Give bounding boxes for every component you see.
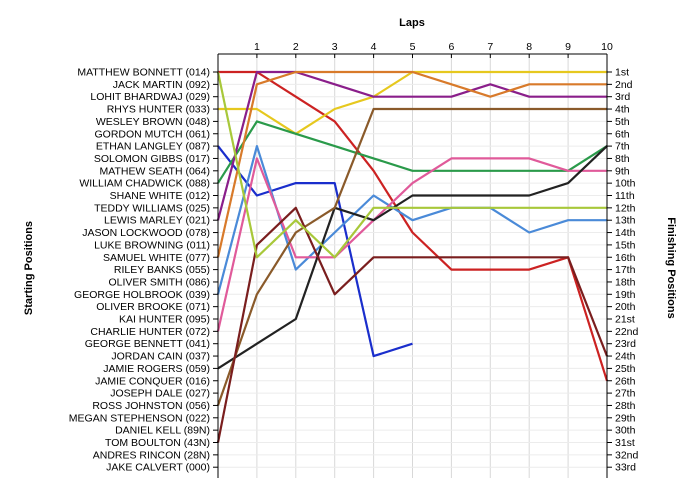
finishing-position-label: 30th	[615, 425, 636, 437]
starting-position-label: JOSEPH DALE (027)	[110, 388, 210, 400]
starting-position-label: GEORGE HOLBROOK (039)	[74, 289, 210, 301]
starting-position-label: GORDON MUTCH (061)	[94, 128, 210, 140]
finishing-position-label: 22nd	[615, 326, 639, 338]
starting-position-label: SAMUEL WHITE (077)	[103, 252, 210, 264]
lap-tick-label-9: 9	[565, 41, 571, 53]
starting-position-label: SHANE WHITE (012)	[110, 190, 210, 202]
axes: 1 2 3 4 5 6 7 8 9 10 MATTHEW BONNETT (014)JACK MAR…	[69, 41, 639, 478]
right-axis-title: Finishing Positions	[665, 217, 677, 318]
finishing-position-label: 16th	[615, 252, 636, 264]
finishing-position-label: 1st	[615, 67, 629, 79]
finishing-position-label: 25th	[615, 363, 636, 375]
lap-tick-label-8: 8	[526, 41, 532, 53]
starting-position-label: JORDAN CAIN (037)	[111, 351, 210, 363]
finishing-position-label: 4th	[615, 104, 630, 116]
starting-position-label: TEDDY WILLIAMS (025)	[94, 202, 210, 214]
starting-position-label: JACK MARTIN (092)	[113, 79, 210, 91]
series-line-4	[217, 120, 608, 184]
finishing-position-label: 15th	[615, 239, 636, 251]
series-line-8	[216, 157, 607, 332]
starting-position-label: ROSS JOHNSTON (056)	[92, 400, 210, 412]
series-line-10	[216, 107, 607, 406]
finishing-position-label: 9th	[615, 165, 630, 177]
starting-position-label: LOHIT BHARDWAJ (029)	[90, 91, 210, 103]
lap-tick-label-2: 2	[293, 41, 299, 53]
lap-tick-label-5: 5	[410, 41, 416, 53]
finishing-position-label: 24th	[615, 351, 636, 363]
finishing-position-label: 6th	[615, 128, 630, 140]
finishing-position-label: 8th	[615, 153, 630, 165]
lap-tick-label-7: 7	[487, 41, 493, 53]
finishing-position-label: 7th	[615, 141, 630, 153]
lap-tick-label-4: 4	[371, 41, 377, 53]
finishing-position-label: 11th	[615, 190, 635, 202]
finishing-position-label: 28th	[615, 400, 636, 412]
starting-position-label: MATTHEW BONNETT (014)	[77, 67, 210, 79]
finishing-position-label: 3rd	[615, 91, 630, 103]
lap-tick-label-1: 1	[254, 41, 260, 53]
finishing-position-label: 5th	[615, 116, 630, 128]
starting-position-label: CHARLIE HUNTER (072)	[90, 326, 210, 338]
lap-tick-label-3: 3	[332, 41, 338, 53]
starting-position-label: WILLIAM CHADWICK (088)	[79, 178, 210, 190]
finishing-position-label: 12th	[615, 202, 636, 214]
starting-position-label: MATHEW SEATH (064)	[100, 165, 210, 177]
finishing-position-label: 2nd	[615, 79, 633, 91]
lap-tick-label-6: 6	[448, 41, 454, 53]
series-line-11	[216, 206, 609, 443]
starting-position-label: LEWIS MARLEY (021)	[104, 215, 210, 227]
starting-position-label: DANIEL KELL (89N)	[115, 425, 210, 437]
series-line-9	[217, 145, 608, 370]
finishing-position-label: 23rd	[615, 338, 636, 350]
starting-position-label: JAMIE ROGERS (059)	[103, 363, 210, 375]
left-axis-title: Starting Positions	[23, 221, 35, 315]
finishing-position-label: 13th	[615, 215, 636, 227]
starting-position-label: WESLEY BROWN (048)	[96, 116, 210, 128]
finishing-position-label: 14th	[615, 227, 636, 239]
finishing-position-label: 17th	[615, 264, 636, 276]
x-axis-title: Laps	[399, 17, 425, 29]
series-line-6	[216, 70, 607, 258]
grid-lines	[218, 54, 608, 478]
lap-tick-label-10: 10	[601, 41, 613, 53]
finishing-position-label: 31st	[615, 437, 635, 449]
starting-position-label: JAMIE CONQUER (016)	[95, 375, 210, 387]
finishing-position-label: 19th	[615, 289, 636, 301]
starting-position-label: KAI HUNTER (095)	[119, 314, 210, 326]
starting-position-label: GEORGE BENNETT (041)	[85, 338, 210, 350]
starting-position-label: RHYS HUNTER (033)	[107, 104, 210, 116]
finishing-position-label: 18th	[615, 276, 636, 288]
starting-position-label: SOLOMON GIBBS (017)	[94, 153, 210, 165]
series-line-12	[216, 71, 607, 259]
series-line-5	[216, 70, 607, 221]
starting-position-label: TOM BOULTON (43N)	[105, 437, 210, 449]
finishing-position-label: 33rd	[615, 462, 636, 474]
finishing-position-label: 29th	[615, 412, 636, 424]
finishing-position-label: 21st	[615, 314, 635, 326]
starting-position-label: ANDRES RINCON (28N)	[93, 449, 210, 461]
finishing-position-label: 10th	[615, 178, 636, 190]
starting-position-label: OLIVER BROOKE (071)	[96, 301, 210, 313]
finishing-position-label: 20th	[615, 301, 636, 313]
starting-position-label: JASON LOCKWOOD (078)	[82, 227, 210, 239]
finishing-position-label: 26th	[615, 375, 636, 387]
starting-position-label: OLIVER SMITH (086)	[108, 276, 210, 288]
finishing-position-label: 32nd	[615, 449, 639, 461]
starting-position-label: RILEY BANKS (055)	[114, 264, 210, 276]
starting-position-label: LUKE BROWNING (011)	[94, 239, 210, 251]
series-layer	[216, 70, 609, 443]
series-line-1	[218, 70, 609, 382]
series-line-7	[216, 145, 607, 295]
finishing-position-label: 27th	[615, 388, 636, 400]
starting-position-label: MEGAN STEPHENSON (022)	[69, 412, 210, 424]
starting-position-label: ETHAN LANGLEY (087)	[96, 141, 210, 153]
starting-position-label: JAKE CALVERT (000)	[106, 462, 210, 474]
